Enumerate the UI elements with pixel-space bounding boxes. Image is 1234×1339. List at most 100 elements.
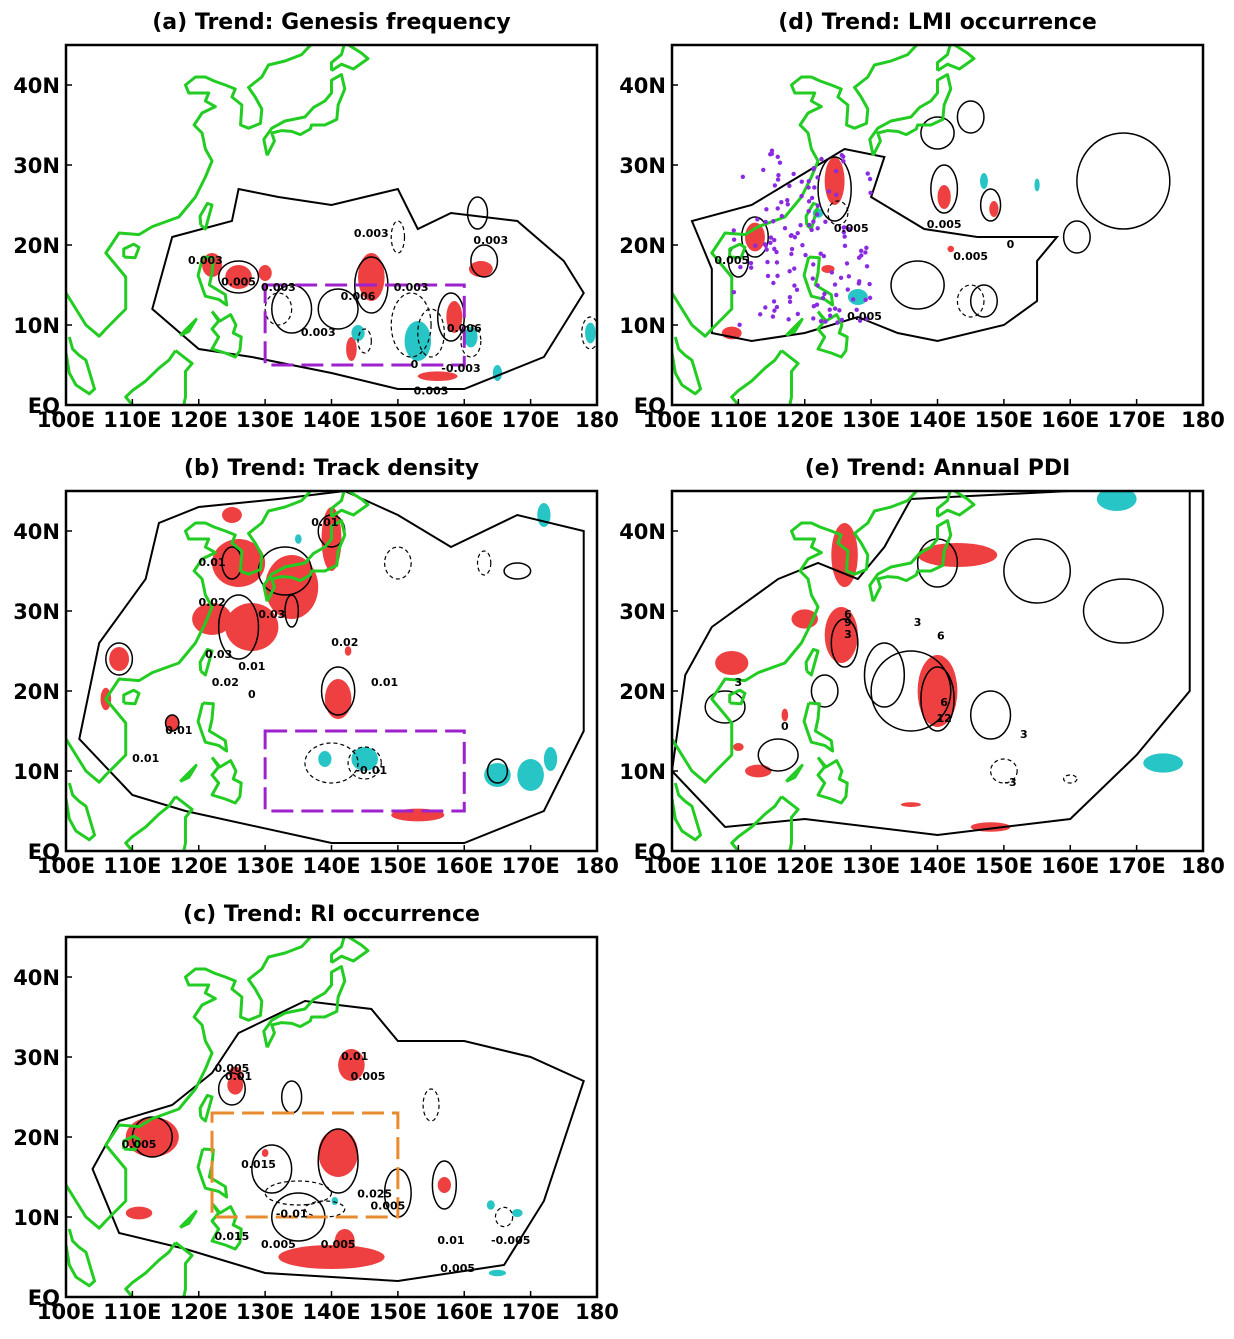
contour-label: -3 [1004,776,1016,789]
contour [971,691,1011,739]
lon-label: 150E [975,854,1033,878]
lon-label: 170E [502,408,560,432]
lmi-point [807,199,811,203]
lmi-point [864,246,868,250]
positive-shading [438,1177,451,1193]
lon-label: 160E [1041,408,1099,432]
coastline [806,649,818,675]
lmi-point [866,171,870,175]
lmi-point [843,244,847,248]
lmi-point [755,217,759,221]
coastline [124,244,139,258]
contour-label: 0.005 [122,1138,157,1151]
contour [1004,539,1070,603]
lmi-point [812,185,816,189]
contour-label: 0.005 [351,1070,386,1083]
negative-contour [391,221,404,253]
contour-label: 0.02 [331,636,358,649]
panel-title: (a) Trend: Genesis frequency [152,10,511,35]
lon-label: 160E [435,1300,493,1324]
lat-label: 20N [619,680,666,704]
lmi-point [771,314,775,318]
lmi-point [807,223,811,227]
lat-label: EQ [634,394,666,418]
coastline [672,337,701,394]
positive-shading [346,337,357,361]
negative-shading [318,751,331,767]
lmi-point [827,189,831,193]
lmi-point [823,319,827,323]
lon-label: 140E [302,854,360,878]
contour-label: 0.003 [414,384,449,397]
lat-label: 30N [13,154,60,178]
contour [957,101,984,133]
lon-label: 110E [709,408,767,432]
lmi-point [800,179,804,183]
contour-label: 0 [248,688,256,701]
lmi-point [772,299,776,303]
lmi-point [795,288,799,292]
lon-label: 180 [575,854,619,878]
lmi-point [753,244,757,248]
lat-label: EQ [634,840,666,864]
coastline [66,483,318,782]
negative-contour [385,547,412,579]
lmi-point [847,274,851,278]
lon-label: 160E [1041,854,1099,878]
lmi-point [732,237,736,241]
positive-shading [258,265,271,281]
contour-label: -0.003 [441,362,480,375]
contour [705,691,745,723]
lmi-point [816,203,820,207]
panel-title: (e) Trend: Annual PDI [805,456,1071,481]
negative-contour [358,329,371,353]
coastline [332,935,369,963]
lat-label: 40N [619,520,666,544]
lmi-point [806,185,810,189]
lmi-point [772,247,776,251]
contour-label: 0.01 [437,1234,464,1247]
lmi-point [788,300,792,304]
lat-label: 30N [619,600,666,624]
contour [758,739,798,771]
contour [504,563,531,579]
lmi-point [812,304,816,308]
lmi-point [796,231,800,235]
lmi-point [775,274,779,278]
lmi-point [868,296,872,300]
contour-label: 0.03 [205,648,232,661]
lon-label: 110E [103,854,161,878]
lmi-point [779,200,783,204]
lmi-point [828,314,832,318]
positive-shading [825,607,858,663]
coastline [732,351,798,413]
lmi-point [786,202,790,206]
contour-label: -0.01 [276,1208,308,1221]
lmi-point [766,274,770,278]
lmi-point [772,308,776,312]
lmi-point [765,247,769,251]
positive-shading [109,647,129,671]
lon-label: 120E [170,1300,228,1324]
contour-label: 0.005 [847,310,882,323]
contour-label: 0.003 [473,234,508,247]
lmi-point [775,260,779,264]
lmi-point [859,249,863,253]
lon-label: 170E [1108,408,1166,432]
lmi-point [807,179,811,183]
lon-label: 150E [369,854,427,878]
lmi-point [810,196,814,200]
lmi-point [845,261,849,265]
lmi-point [867,282,871,286]
contour [1064,221,1091,253]
lmi-point [819,319,823,323]
lon-label: 150E [975,408,1033,432]
lmi-point [830,270,834,274]
lat-label: 40N [619,74,666,98]
negative-shading [295,534,302,544]
lmi-point [812,166,816,170]
coastline [804,257,833,305]
lat-label: 10N [619,760,666,784]
negative-shading [489,1270,506,1276]
lmi-point [857,256,861,260]
